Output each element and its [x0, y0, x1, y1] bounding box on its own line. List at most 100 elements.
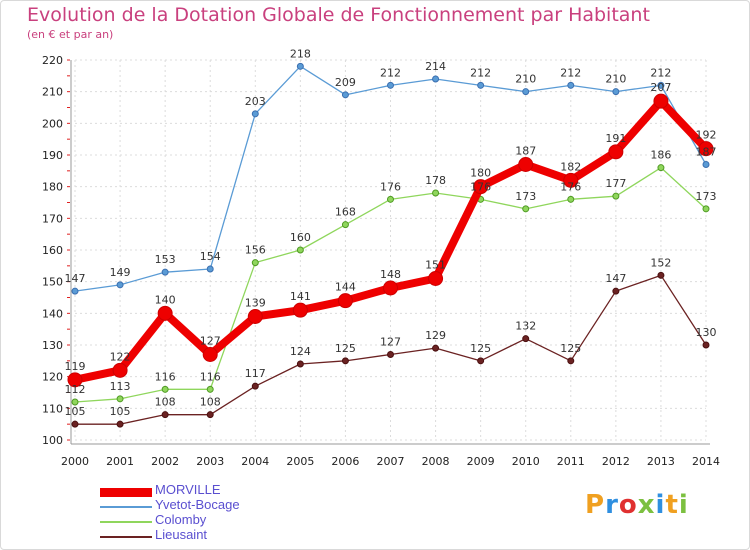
data-label-colomby: 113 — [110, 380, 131, 393]
data-point-yvetot-bocage — [567, 81, 575, 89]
logo-letter: i — [678, 490, 689, 520]
data-point-colomby — [251, 259, 259, 267]
data-label-lieusaint: 147 — [605, 272, 626, 285]
data-label-colomby: 177 — [605, 177, 626, 190]
data-point-lieusaint — [116, 420, 124, 428]
data-label-yvetot-bocage: 214 — [425, 60, 446, 73]
data-point-morville — [202, 347, 218, 362]
y-tick-label: 140 — [42, 307, 63, 320]
data-point-lieusaint — [567, 357, 575, 365]
logo-letter: i — [655, 490, 666, 520]
legend-swatch-lieusaint — [100, 536, 152, 538]
data-point-yvetot-bocage — [657, 81, 665, 89]
data-point-yvetot-bocage — [71, 287, 79, 295]
data-point-morville — [653, 93, 669, 109]
data-point-lieusaint — [477, 357, 485, 365]
y-tick-label: 220 — [42, 54, 63, 67]
data-point-yvetot-bocage — [206, 265, 214, 273]
data-point-morville — [698, 141, 714, 157]
data-point-colomby — [522, 205, 530, 213]
data-point-colomby — [206, 385, 214, 393]
data-label-morville: 192 — [696, 129, 717, 142]
data-point-lieusaint — [251, 382, 259, 390]
data-point-morville — [337, 293, 353, 309]
y-tick-label: 150 — [42, 276, 63, 289]
y-tick-label: 110 — [42, 402, 63, 415]
data-label-morville: 180 — [470, 167, 491, 180]
data-point-lieusaint — [71, 420, 79, 428]
x-tick-label: 2008 — [422, 455, 450, 468]
data-point-morville — [428, 271, 444, 286]
y-tick-label: 200 — [42, 117, 63, 130]
data-label-colomby: 116 — [155, 370, 176, 383]
data-point-colomby — [567, 195, 575, 203]
data-label-morville: 207 — [650, 81, 671, 94]
data-point-yvetot-bocage — [612, 88, 620, 96]
data-point-yvetot-bocage — [387, 81, 394, 89]
data-point-colomby — [161, 385, 169, 393]
y-tick-label: 180 — [42, 181, 63, 194]
data-point-lieusaint — [432, 344, 440, 352]
data-point-morville — [563, 172, 579, 188]
x-tick-label: 2013 — [647, 455, 675, 468]
y-tick-label: 130 — [42, 339, 63, 352]
data-point-morville — [608, 144, 624, 160]
x-tick-label: 2006 — [331, 455, 359, 468]
data-label-lieusaint: 125 — [470, 342, 491, 355]
axes: 100 110 120 130 140 150 160 170 180 190 200 210 220 2… — [42, 54, 720, 468]
data-point-yvetot-bocage — [296, 62, 304, 70]
data-point-yvetot-bocage — [341, 91, 349, 99]
data-point-yvetot-bocage — [432, 75, 440, 83]
data-label-yvetot-bocage: 212 — [650, 66, 671, 79]
data-label-colomby: 178 — [425, 174, 446, 187]
data-point-colomby — [116, 395, 124, 403]
data-point-colomby — [71, 398, 79, 406]
data-label-morville: 119 — [65, 360, 86, 373]
logo-letter: o — [618, 490, 638, 520]
x-tick-label: 2002 — [151, 455, 179, 468]
data-label-yvetot-bocage: 187 — [696, 146, 717, 159]
y-tick-label: 170 — [42, 212, 63, 225]
data-label-lieusaint: 125 — [335, 342, 356, 355]
data-label-morville: 122 — [110, 350, 131, 363]
data-point-colomby — [341, 221, 349, 229]
series-layer — [67, 62, 714, 428]
data-point-yvetot-bocage — [477, 81, 485, 89]
legend-swatch-yvetot-bocage — [100, 506, 152, 508]
data-point-yvetot-bocage — [161, 268, 169, 276]
data-point-morville — [67, 372, 83, 388]
data-label-colomby: 176 — [560, 180, 581, 193]
data-label-lieusaint: 129 — [425, 329, 446, 342]
legend-swatch-colomby — [100, 521, 152, 523]
data-point-colomby — [387, 195, 394, 203]
data-label-yvetot-bocage: 153 — [155, 253, 176, 266]
data-point-colomby — [657, 164, 665, 172]
data-point-morville — [292, 302, 308, 318]
data-label-colomby: 186 — [650, 149, 671, 162]
data-label-morville: 141 — [290, 290, 311, 303]
data-label-colomby: 173 — [696, 190, 717, 203]
data-point-colomby — [432, 189, 440, 197]
data-label-colomby: 176 — [380, 180, 401, 193]
data-label-morville: 187 — [515, 145, 536, 158]
logo-letter: r — [605, 490, 619, 520]
data-point-lieusaint — [657, 271, 665, 279]
y-tick-label: 100 — [42, 434, 63, 447]
data-label-colomby: 160 — [290, 231, 311, 244]
data-label-yvetot-bocage: 210 — [515, 73, 536, 86]
data-label-yvetot-bocage: 218 — [290, 47, 311, 60]
data-label-yvetot-bocage: 212 — [470, 66, 491, 79]
legend-label-morville: MORVILLE — [155, 482, 221, 497]
grid — [74, 59, 707, 441]
legend-label-lieusaint: Lieusaint — [155, 527, 208, 542]
data-point-lieusaint — [612, 287, 620, 295]
data-label-morville: 151 — [425, 259, 446, 272]
data-label-yvetot-bocage: 203 — [245, 95, 266, 108]
proxiti-logo: Proxiti — [585, 490, 689, 520]
data-label-yvetot-bocage: 212 — [560, 66, 581, 79]
chart-title: Evolution de la Dotation Globale de Fonc… — [27, 4, 650, 26]
data-label-morville: 139 — [245, 297, 266, 310]
data-point-lieusaint — [341, 357, 349, 365]
data-label-yvetot-bocage: 149 — [110, 266, 131, 279]
